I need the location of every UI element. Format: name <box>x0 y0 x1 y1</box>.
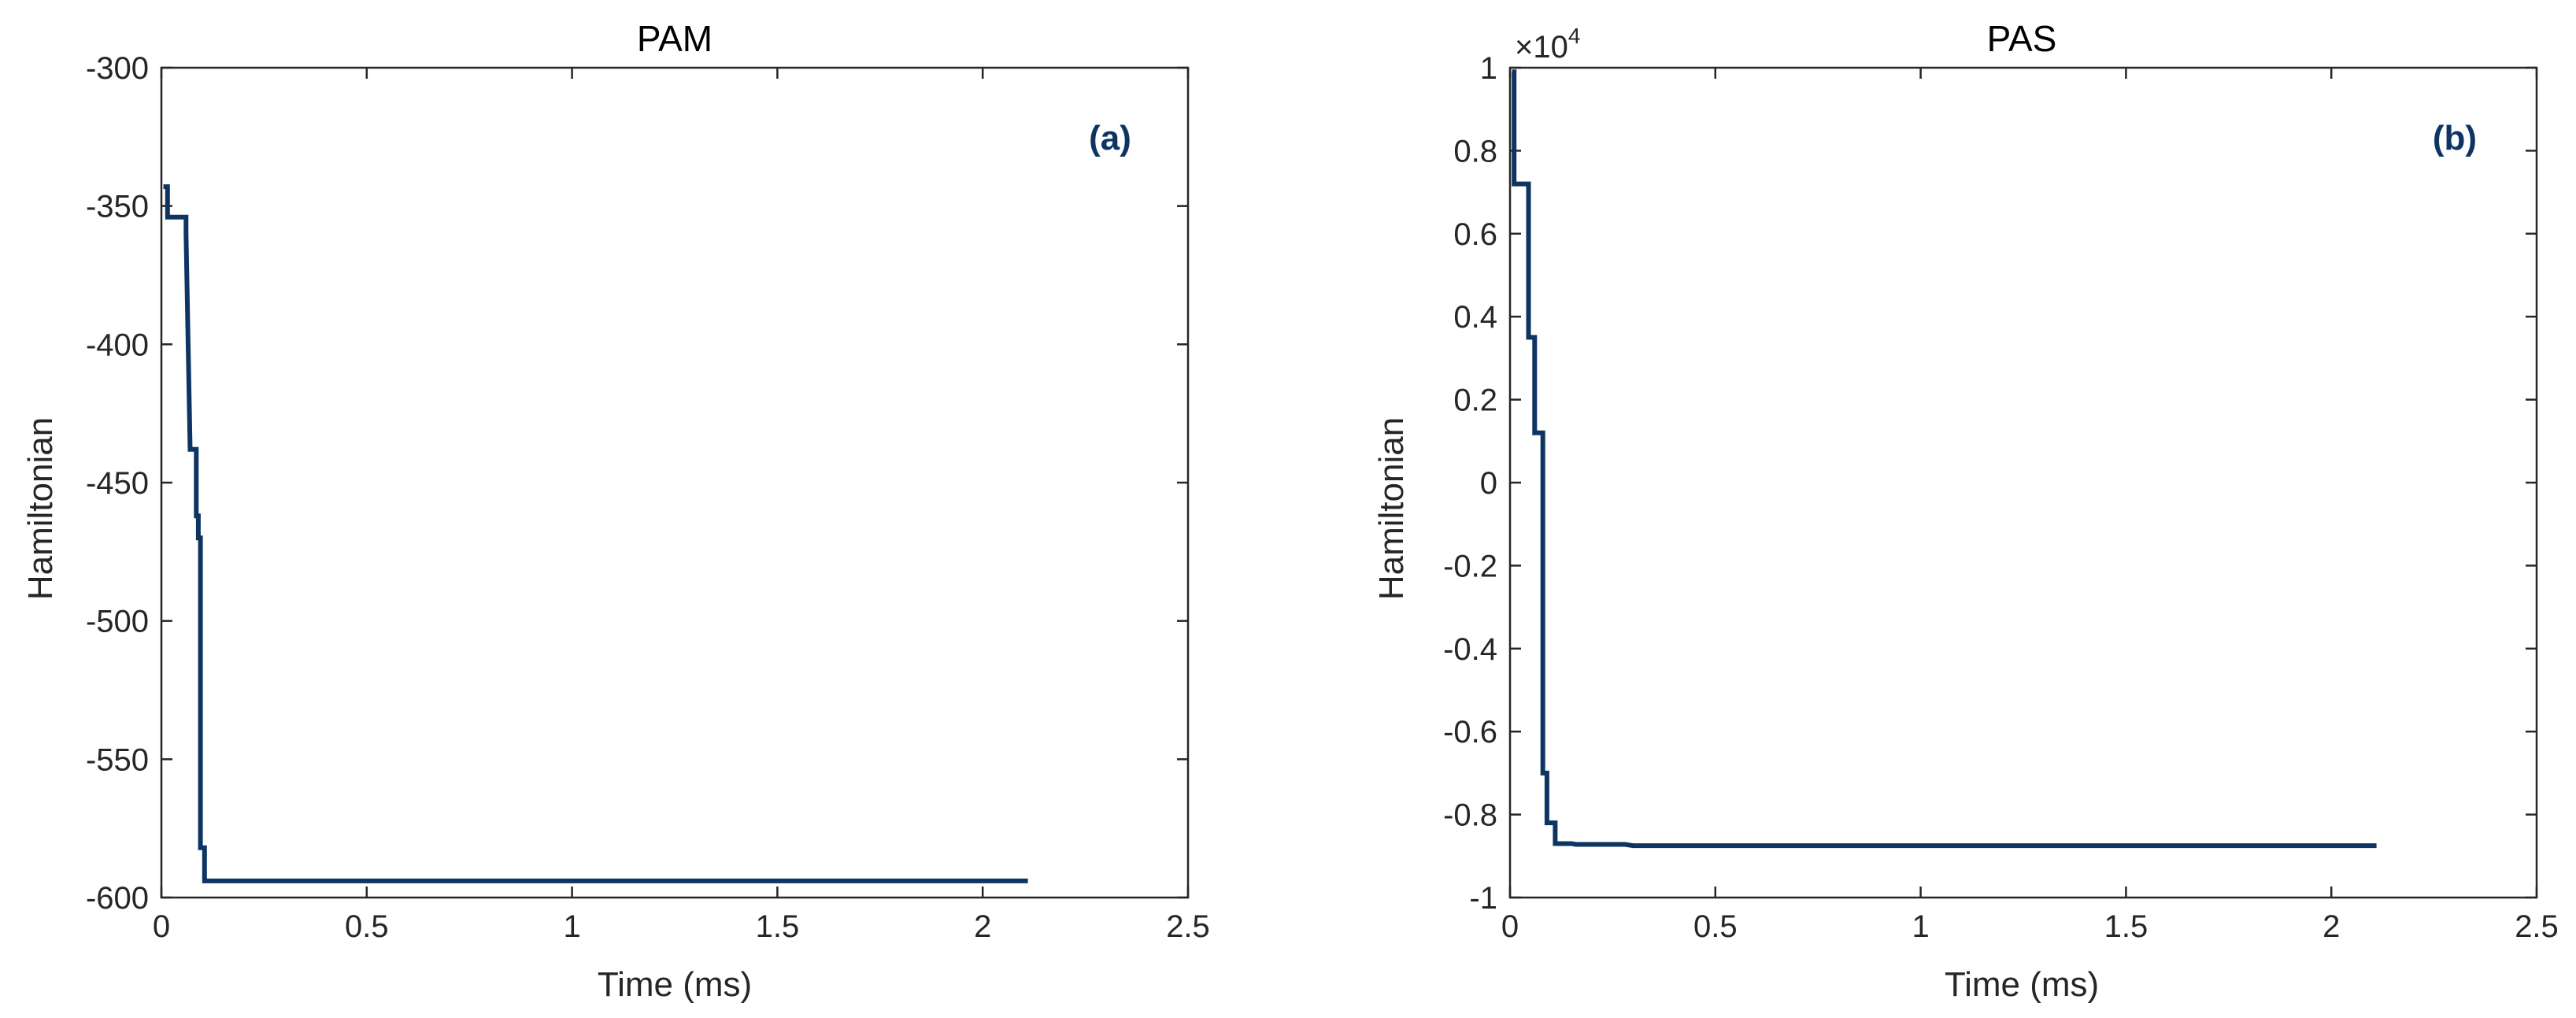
x-tick-label-a: 2.5 <box>1166 909 1210 944</box>
exponent-power: 4 <box>1568 24 1581 48</box>
x-tick-label-b: 2 <box>2322 909 2340 944</box>
y-tick-label-a: -550 <box>86 742 149 777</box>
x-tick-label-b: 0.5 <box>1693 909 1738 944</box>
y-tick-label-a: -300 <box>86 51 149 86</box>
x-tick-label-a: 1.5 <box>756 909 800 944</box>
series-line-a-0 <box>163 184 1028 883</box>
y-tick-label-b: -1 <box>1469 881 1497 916</box>
x-tick-label-a: 2 <box>974 909 991 944</box>
y-tick-label-b: -0.8 <box>1443 798 1497 833</box>
y-axis-label-a: Hamiltonian <box>21 417 60 600</box>
x-tick-label-b: 0 <box>1501 909 1519 944</box>
y-tick-label-b: 0.6 <box>1453 217 1497 252</box>
y-tick-label-a: -350 <box>86 190 149 224</box>
x-tick-label-b: 1 <box>1912 909 1929 944</box>
x-axis-label-b: Time (ms) <box>1945 965 2099 1004</box>
y-tick-label-b: 0.8 <box>1453 134 1497 168</box>
series-line-b-0 <box>1512 69 2377 849</box>
y-tick-label-b: -0.6 <box>1443 715 1497 750</box>
exponent-base: ×10 <box>1515 30 1568 65</box>
chart-panel-a: PAM Time (ms) Hamiltonian (a) 0 0.5 1 1.5 2 2… <box>21 18 1210 1004</box>
x-tick-label-a: 0.5 <box>345 909 389 944</box>
y-tick-label-b: -0.4 <box>1443 632 1497 667</box>
panel-label-b: (b) <box>2433 119 2477 157</box>
x-tick-label-a: 0 <box>153 909 170 944</box>
y-axis-exponent-b: ×104 <box>1515 24 1580 65</box>
y-tick-label-a: -600 <box>86 881 149 916</box>
chart-panel-b: PAS Time (ms) Hamiltonian (b) ×104 0 0.5 1… <box>1372 18 2559 1004</box>
x-tick-label-b: 1.5 <box>2104 909 2149 944</box>
y-tick-label-a: -500 <box>86 605 149 639</box>
y-tick-label-b: 1 <box>1480 51 1497 86</box>
x-tick-label-a: 1 <box>563 909 580 944</box>
chart-title-b: PAS <box>1987 18 2057 59</box>
y-tick-label-b: 0 <box>1480 466 1497 501</box>
x-axis-label-a: Time (ms) <box>598 965 752 1004</box>
chart-title-a: PAM <box>637 18 712 59</box>
panel-label-a: (a) <box>1089 119 1131 157</box>
y-tick-label-a: -450 <box>86 466 149 501</box>
y-tick-label-b: 0.4 <box>1453 300 1497 335</box>
y-tick-label-b: -0.2 <box>1443 549 1497 583</box>
x-tick-label-b: 2.5 <box>2515 909 2559 944</box>
y-tick-label-b: 0.2 <box>1453 383 1497 418</box>
y-tick-label-a: -400 <box>86 328 149 362</box>
y-axis-label-b: Hamiltonian <box>1372 417 1411 600</box>
